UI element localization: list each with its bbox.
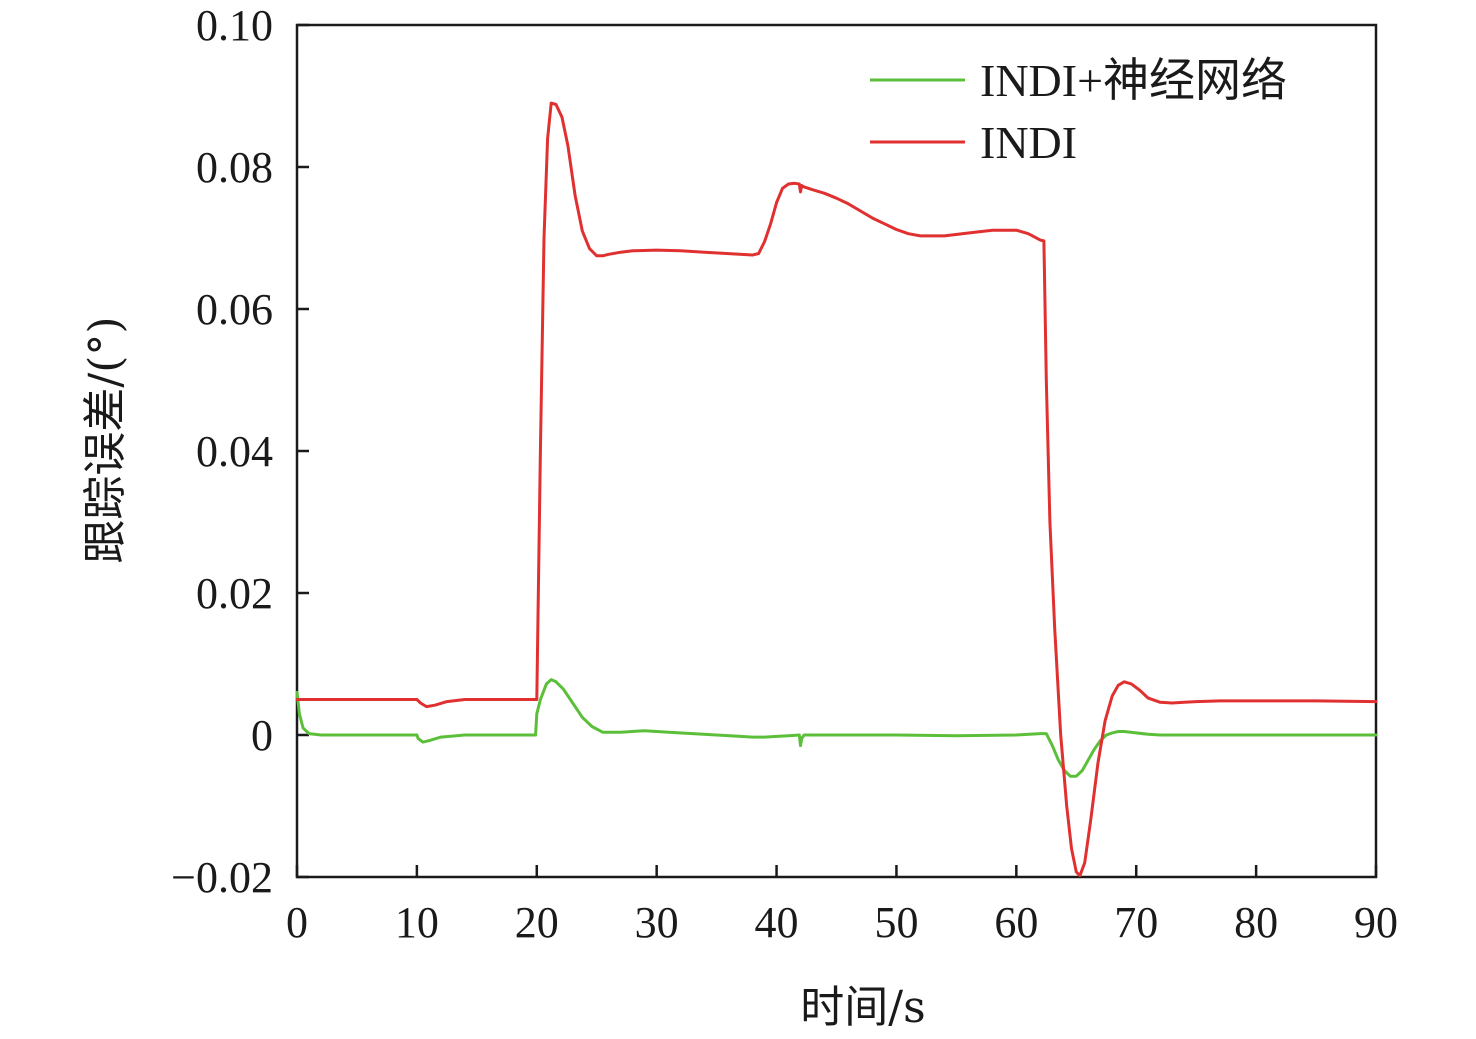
series-line-1 (295, 101, 1378, 878)
y-tick-label: 0.10 (196, 1, 273, 50)
series-lines (295, 101, 1378, 878)
x-tick-label: 20 (515, 898, 559, 947)
y-tick-label: 0.08 (196, 143, 273, 192)
x-tick-label: 0 (286, 898, 308, 947)
x-axis-label: 时间/s (800, 982, 925, 1033)
x-tick-label: 80 (1234, 898, 1278, 947)
x-tick-label: 30 (635, 898, 679, 947)
y-axis: −0.02 0 0.02 0.04 0.06 0.08 0.10 (171, 1, 309, 902)
y-tick-label: 0.06 (196, 285, 273, 334)
y-tick-label: 0 (251, 711, 273, 760)
x-tick-label: 70 (1114, 898, 1158, 947)
y-axis-label: 跟踪误差/(°) (80, 316, 131, 563)
y-tick-label: 0.02 (196, 569, 273, 618)
legend-label-0: INDI+神经网络 (980, 55, 1287, 106)
plot-frame (295, 23, 1378, 879)
x-tick-label: 10 (395, 898, 439, 947)
y-tick-label: 0.04 (196, 427, 273, 476)
x-tick-label: 90 (1354, 898, 1398, 947)
y-tick-label: −0.02 (171, 853, 273, 902)
legend: INDI+神经网络 INDI (870, 55, 1287, 168)
x-tick-label: 40 (755, 898, 799, 947)
series-line-0 (295, 678, 1378, 778)
x-axis: 0 10 20 30 40 50 60 70 80 90 (286, 865, 1398, 947)
x-tick-label: 50 (874, 898, 918, 947)
x-tick-label: 60 (994, 898, 1038, 947)
legend-label-1: INDI (980, 117, 1077, 168)
